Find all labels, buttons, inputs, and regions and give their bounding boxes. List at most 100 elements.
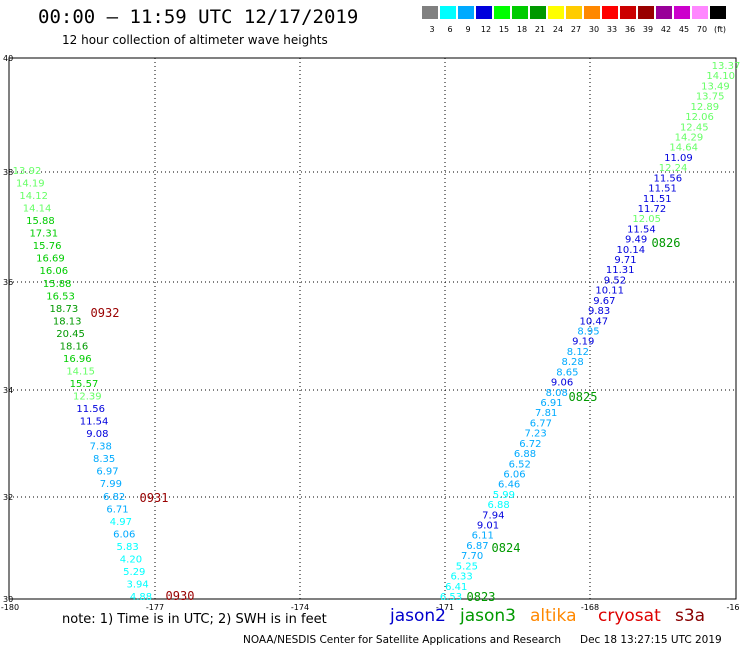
wave-height-value: 16.53: [46, 291, 75, 302]
wave-height-value: 9.71: [614, 255, 636, 266]
chart-subtitle: 12 hour collection of altimeter wave hei…: [62, 33, 328, 47]
legend-swatch: [674, 6, 690, 19]
wave-height-value: 9.67: [593, 296, 615, 307]
wave-height-value: 7.99: [100, 479, 122, 490]
wave-height-value: 13.75: [696, 92, 725, 103]
wave-height-value: 11.51: [648, 184, 677, 195]
legend-label: 45: [678, 25, 690, 34]
wave-height-value: 18.13: [53, 316, 82, 327]
wave-height-value: 8.35: [93, 454, 115, 465]
longitude-label: -180: [1, 603, 19, 612]
satellite-jason3: jason3: [460, 606, 516, 626]
legend-swatch: [530, 6, 546, 19]
pass-time-label: 0824: [492, 541, 521, 555]
generated-timestamp: Dec 18 13:27:15 UTC 2019: [580, 634, 722, 646]
wave-height-value: 13.49: [701, 81, 730, 92]
wave-height-value: 6.97: [96, 467, 118, 478]
wave-height-value: 6.53: [440, 592, 462, 603]
legend-swatch: [584, 6, 600, 19]
legend-swatch: [602, 6, 618, 19]
latitude-label: 30: [3, 595, 13, 604]
wave-height-value: 14.29: [675, 132, 704, 143]
wave-height-value: 11.54: [627, 224, 656, 235]
pass-time-label: 0930: [166, 589, 195, 603]
wave-height-value: 6.52: [509, 459, 531, 470]
wave-height-value: 9.83: [588, 306, 610, 317]
wave-height-value: 9.19: [572, 337, 594, 348]
legend-label: 24: [552, 25, 564, 34]
wave-height-value: 4.97: [110, 517, 132, 528]
wave-height-value: 6.41: [445, 582, 467, 593]
legend-swatch: [656, 6, 672, 19]
wave-height-value: 8.65: [556, 367, 578, 378]
wave-height-value: 6.87: [466, 541, 488, 552]
latitude-label: 34: [3, 386, 13, 395]
latitude-label: 40: [3, 54, 13, 63]
wave-height-value: 15.88: [26, 216, 55, 227]
wave-height-value: 10.11: [595, 286, 624, 297]
legend-swatch: [710, 6, 726, 19]
wave-height-value: 12.24: [659, 163, 688, 174]
legend-label: 36: [624, 25, 636, 34]
legend-label: 12: [480, 25, 492, 34]
wave-height-value: 9.52: [604, 275, 626, 286]
wave-height-value: 18.16: [60, 341, 89, 352]
wave-height-value: 16.96: [63, 354, 92, 365]
wave-height-value: 7.38: [90, 442, 112, 453]
wave-height-value: 12.06: [685, 112, 714, 123]
wave-height-value: 4.20: [120, 554, 142, 565]
legend-swatch: [548, 6, 564, 19]
wave-height-value: 18.73: [50, 304, 79, 315]
legend-swatch: [566, 6, 582, 19]
wave-height-value: 14.19: [16, 179, 45, 190]
legend-label: 33: [606, 25, 618, 34]
longitude-label: -171: [436, 603, 454, 612]
track-east: 13.3714.1013.4913.7512.8912.0612.4514.29…: [440, 61, 740, 603]
legend-swatch: [692, 6, 708, 19]
wave-height-value: 3.94: [127, 579, 149, 590]
wave-height-value: 5.83: [116, 542, 138, 553]
wave-height-value: 6.33: [450, 572, 472, 583]
wave-height-value: 20.45: [56, 329, 85, 340]
wave-height-value: 15.76: [33, 241, 62, 252]
wave-height-value: 14.14: [23, 204, 52, 215]
longitude-label: -177: [146, 603, 164, 612]
credit-text: NOAA/NESDIS Center for Satellite Applica…: [243, 634, 561, 646]
legend-swatch: [638, 6, 654, 19]
wave-height-value: 14.15: [66, 366, 95, 377]
pass-time-label: 0825: [569, 390, 598, 404]
wave-height-value: 16.69: [36, 254, 65, 265]
wave-height-value: 7.23: [524, 429, 546, 440]
latitude-labels: 40 38 36 34 32 30: [3, 54, 13, 604]
wave-height-value: 9.08: [86, 429, 108, 440]
wave-height-value: 5.29: [123, 567, 145, 578]
wave-height-value: 5.99: [493, 490, 515, 501]
longitude-label: -174: [291, 603, 309, 612]
legend-label: 15: [498, 25, 510, 34]
wave-height-value: 11.54: [80, 417, 109, 428]
wave-height-value: 11.56: [654, 173, 683, 184]
wave-height-value: 6.06: [503, 469, 525, 480]
wave-height-value: 13.37: [712, 61, 740, 72]
latitude-label: 32: [3, 493, 13, 502]
latitude-label: 36: [3, 278, 13, 287]
wave-height-value: 6.88: [487, 500, 509, 511]
wave-height-value: 7.81: [535, 408, 557, 419]
longitude-labels: -180 -177 -174 -171 -168 -16: [1, 603, 740, 612]
wave-height-value: 6.71: [106, 504, 128, 515]
wave-height-value: 11.09: [664, 153, 693, 164]
wave-height-value: 6.06: [113, 529, 135, 540]
wave-height-value: 8.28: [562, 357, 584, 368]
legend-label: 9: [465, 25, 471, 34]
legend-label: 30: [588, 25, 600, 34]
wave-height-value: 11.72: [638, 204, 667, 215]
longitude-label: -168: [581, 603, 599, 612]
legend-label: 39: [642, 25, 654, 34]
satellite-cryosat: cryosat: [598, 606, 661, 626]
pass-time-label: 0932: [91, 306, 120, 320]
wave-height-value: 8.95: [577, 327, 599, 338]
wave-height-value: 14.64: [669, 143, 698, 154]
legend-swatch: [458, 6, 474, 19]
legend-swatch: [512, 6, 528, 19]
wave-height-value: 12.45: [680, 122, 709, 133]
